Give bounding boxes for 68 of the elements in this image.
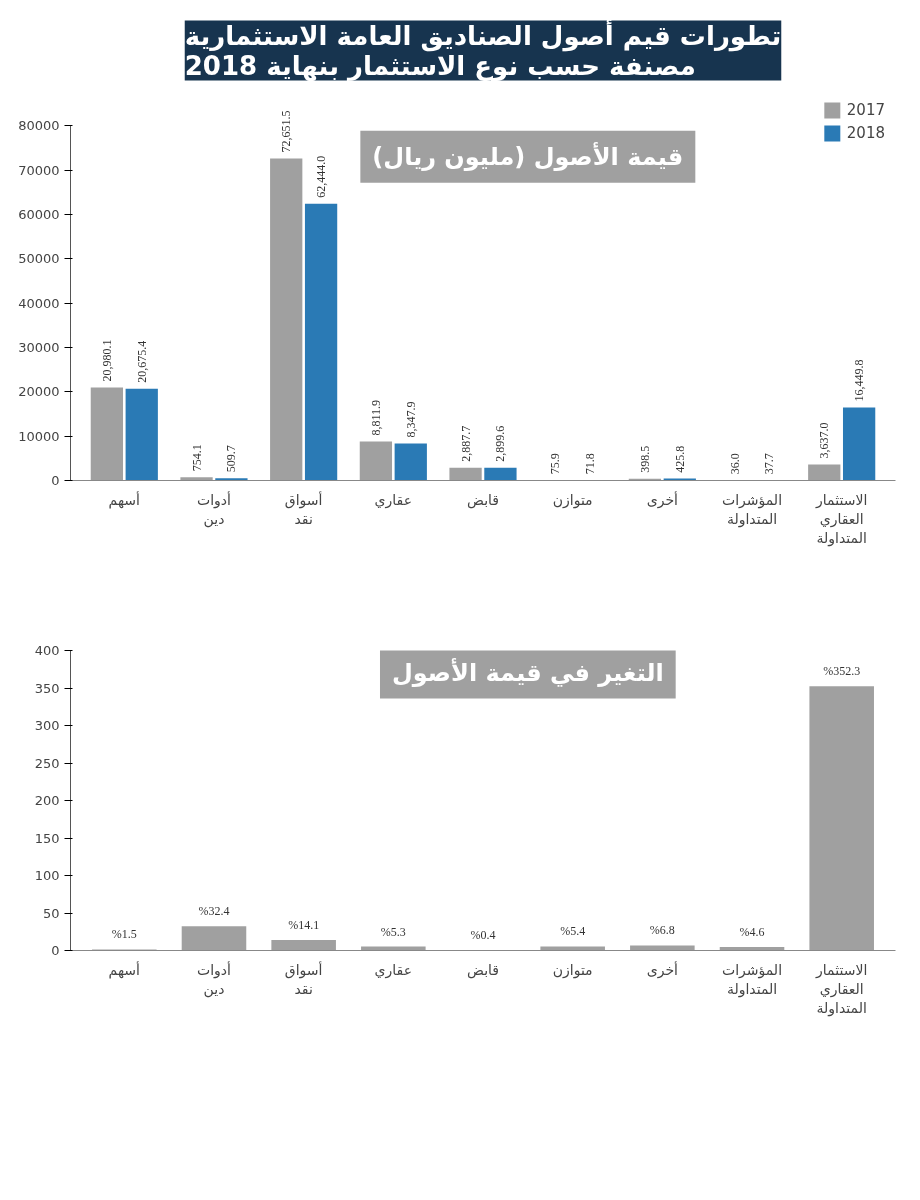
y-tick-label: 100 (34, 868, 60, 883)
x-tick-label: أسواق نقد (284, 490, 323, 527)
data-label: 2,899.6 (493, 425, 508, 462)
x-tick-label: أخرى (646, 960, 679, 979)
y-tick-label: 20000 (18, 384, 60, 400)
data-label: 20,675.4 (134, 340, 149, 383)
x-tick-label: أسهم (108, 960, 141, 979)
data-label: 2,887.7 (458, 425, 473, 462)
y-tick-label: 50000 (18, 251, 60, 267)
data-label: %0.4 (470, 928, 496, 943)
y-tick-label: 50 (42, 905, 60, 921)
data-label: %5.3 (380, 924, 406, 939)
y-tick-label: 10000 (18, 428, 60, 444)
x-tick-label: الاستثمار العقاري المتداولة (815, 961, 868, 1017)
x-tick-label: أسواق نقد (284, 960, 323, 997)
legend-label: 2018 (846, 124, 885, 142)
x-tick-label: المؤشرات المتداولة (722, 961, 783, 998)
chart-title: تطورات قيم أصول الصناديق العامة الاستثمارية مصنفة حسب نوع الاستثمار بنهاية 2018 (184, 18, 782, 82)
data-label: %1.5 (111, 927, 137, 942)
data-label: 37.7 (762, 453, 777, 475)
y-tick-label: 30000 (18, 340, 60, 356)
x-tick-label: المؤشرات المتداولة (722, 491, 783, 528)
chart-subtitle: التغير في قيمة الأصول (391, 657, 664, 687)
y-tick-label: 60000 (18, 207, 60, 223)
y-tick-label: 300 (34, 718, 60, 733)
y-tick-label: 350 (34, 680, 60, 696)
data-label: 8,811.9 (368, 399, 383, 436)
x-tick-label: أسهم (108, 490, 141, 509)
data-label: 3,637.0 (817, 422, 832, 459)
data-label: 75.9 (548, 453, 563, 475)
x-tick-label: أخرى (646, 490, 679, 509)
data-label: %6.8 (649, 923, 675, 938)
x-tick-label: عقاري (374, 961, 413, 979)
x-tick-label: أدوات دين (197, 960, 232, 998)
data-label: 398.5 (637, 445, 652, 473)
text: قيمة الأصول (مليون ريال) (372, 141, 684, 171)
legend-label: 2017 (846, 101, 885, 119)
x-tick-label: الاستثمار العقاري المتداولة (815, 491, 868, 547)
data-label: 71.8 (583, 453, 598, 475)
data-label: %14.1 (288, 917, 320, 932)
y-tick-label: 0 (51, 943, 60, 958)
data-label: 36.0 (727, 453, 742, 475)
x-tick-label: قابض (467, 961, 500, 979)
data-label: 20,980.1 (99, 339, 114, 382)
data-label: %32.4 (198, 904, 230, 919)
y-tick-label: 80000 (18, 118, 60, 134)
data-label: 72,651.5 (279, 110, 294, 153)
data-label: 62,444.0 (314, 155, 329, 198)
data-label: %352.3 (823, 664, 861, 679)
data-label: 16,449.8 (852, 359, 867, 402)
y-tick-label: 150 (34, 830, 60, 846)
data-label: 754.1 (189, 444, 204, 472)
data-label: 425.8 (672, 445, 687, 473)
data-label: %5.4 (560, 924, 586, 939)
y-tick-label: 0 (51, 473, 60, 488)
data-label: %4.6 (739, 925, 765, 940)
y-tick-label: 40000 (18, 295, 60, 311)
x-tick-label: متوازن (552, 961, 593, 979)
y-tick-label: 70000 (18, 162, 60, 178)
x-tick-label: عقاري (374, 491, 413, 509)
data-label: 8,347.9 (403, 401, 418, 438)
x-tick-label: متوازن (552, 491, 593, 509)
x-tick-label: أدوات دين (197, 490, 232, 528)
data-label: 509.7 (224, 445, 239, 473)
y-tick-label: 250 (34, 755, 60, 771)
y-tick-label: 400 (34, 643, 60, 658)
y-tick-label: 200 (34, 793, 60, 808)
x-tick-label: قابض (467, 491, 500, 509)
